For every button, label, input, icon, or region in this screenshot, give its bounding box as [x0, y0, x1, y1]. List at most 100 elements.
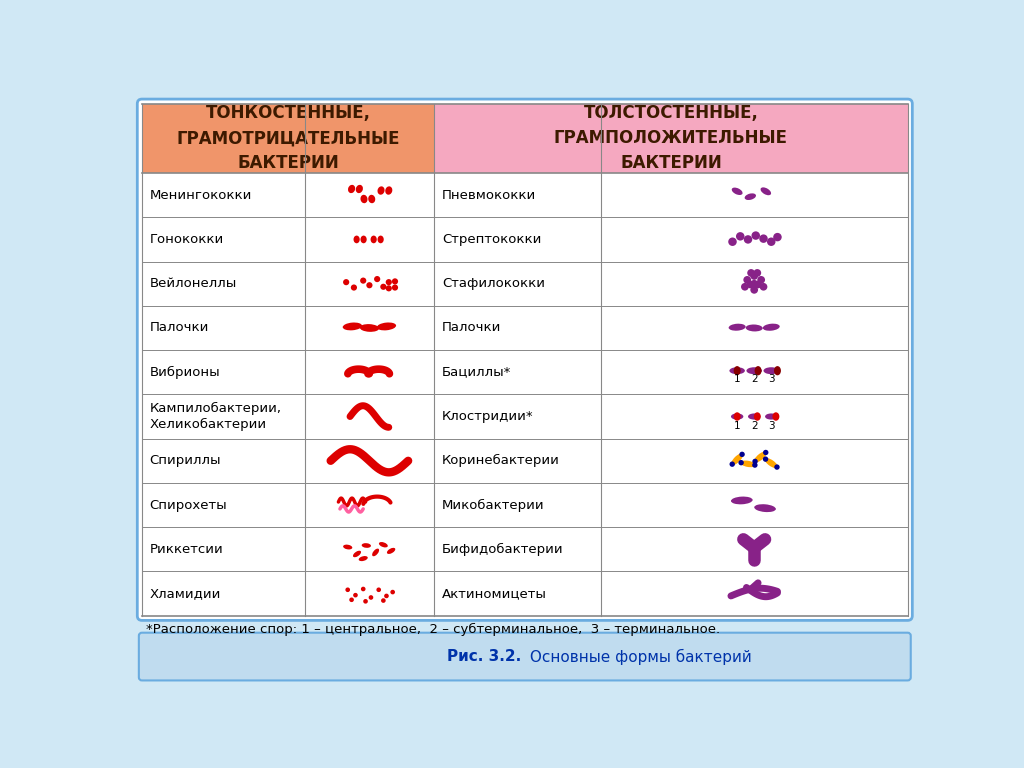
Ellipse shape: [378, 236, 384, 243]
Text: Стафилококки: Стафилококки: [442, 277, 545, 290]
Ellipse shape: [731, 453, 743, 465]
Ellipse shape: [371, 236, 377, 243]
Ellipse shape: [345, 588, 350, 592]
Ellipse shape: [746, 280, 755, 288]
Ellipse shape: [367, 282, 373, 288]
Ellipse shape: [758, 276, 765, 283]
Ellipse shape: [748, 269, 755, 276]
Ellipse shape: [774, 465, 779, 470]
Text: 2: 2: [751, 421, 758, 431]
Ellipse shape: [743, 235, 753, 243]
Ellipse shape: [729, 323, 745, 331]
Ellipse shape: [743, 276, 751, 283]
Ellipse shape: [729, 462, 735, 467]
Ellipse shape: [343, 279, 349, 285]
Ellipse shape: [739, 452, 744, 457]
Ellipse shape: [385, 187, 392, 195]
Ellipse shape: [360, 587, 366, 591]
Ellipse shape: [378, 187, 385, 195]
Ellipse shape: [386, 279, 392, 285]
Ellipse shape: [752, 231, 760, 240]
Ellipse shape: [761, 187, 771, 195]
Text: Стрептококки: Стрептококки: [442, 233, 542, 246]
Ellipse shape: [380, 283, 386, 290]
Ellipse shape: [760, 283, 767, 290]
Ellipse shape: [343, 545, 352, 549]
Ellipse shape: [377, 588, 381, 592]
Text: Хламидии: Хламидии: [150, 587, 221, 600]
Text: Вибрионы: Вибрионы: [150, 366, 220, 379]
Ellipse shape: [740, 461, 756, 467]
FancyBboxPatch shape: [139, 633, 910, 680]
Text: Бациллы*: Бациллы*: [442, 366, 511, 379]
Bar: [434, 104, 907, 173]
Ellipse shape: [751, 272, 758, 280]
Ellipse shape: [343, 323, 362, 330]
Ellipse shape: [384, 594, 389, 598]
Ellipse shape: [364, 599, 368, 604]
Ellipse shape: [361, 543, 371, 548]
Ellipse shape: [744, 194, 756, 200]
Ellipse shape: [751, 286, 758, 293]
Ellipse shape: [392, 284, 398, 290]
Ellipse shape: [764, 367, 779, 374]
Text: Рис. 3.2.: Рис. 3.2.: [446, 649, 521, 664]
Ellipse shape: [745, 325, 763, 332]
Ellipse shape: [754, 412, 761, 421]
Text: Риккетсии: Риккетсии: [150, 543, 223, 556]
Ellipse shape: [349, 598, 354, 602]
Ellipse shape: [751, 280, 758, 287]
Ellipse shape: [353, 236, 359, 243]
Ellipse shape: [733, 412, 740, 421]
Ellipse shape: [348, 185, 355, 193]
Text: Вейлонеллы: Вейлонеллы: [150, 277, 237, 290]
Text: *Расположение спор: 1 – центральное,  2 – субтерминальное,  3 – терминальное.: *Расположение спор: 1 – центральное, 2 –…: [145, 623, 720, 636]
Ellipse shape: [732, 187, 742, 195]
Text: 1: 1: [734, 421, 740, 431]
Text: Спирохеты: Спирохеты: [150, 498, 227, 511]
Ellipse shape: [358, 556, 368, 561]
Text: Микобактерии: Микобактерии: [442, 498, 545, 511]
Ellipse shape: [728, 237, 736, 246]
Ellipse shape: [377, 323, 396, 330]
Ellipse shape: [392, 278, 398, 284]
Ellipse shape: [741, 283, 749, 290]
Text: Актиномицеты: Актиномицеты: [442, 587, 547, 600]
Ellipse shape: [353, 593, 357, 598]
Text: Пневмококки: Пневмококки: [442, 189, 537, 202]
Ellipse shape: [773, 233, 781, 241]
Text: Кампилобактерии,
Хеликобактерии: Кампилобактерии, Хеликобактерии: [150, 402, 282, 431]
Ellipse shape: [763, 323, 779, 331]
Text: Палочки: Палочки: [442, 322, 502, 335]
Ellipse shape: [379, 542, 388, 548]
Ellipse shape: [736, 232, 744, 240]
Text: ТОНКОСТЕННЫЕ,
ГРАМОТРИЦАТЕЛЬНЫЕ
БАКТЕРИИ: ТОНКОСТЕННЫЕ, ГРАМОТРИЦАТЕЛЬНЫЕ БАКТЕРИИ: [176, 104, 399, 172]
Ellipse shape: [731, 413, 743, 419]
Text: Бифидобактерии: Бифидобактерии: [442, 543, 563, 556]
Ellipse shape: [369, 595, 374, 600]
Ellipse shape: [381, 598, 386, 603]
Ellipse shape: [774, 366, 781, 376]
Ellipse shape: [731, 497, 753, 505]
Text: ТОЛСТОСТЕННЫЕ,
ГРАМПОЛОЖИТЕЛЬНЫЕ
БАКТЕРИИ: ТОЛСТОСТЕННЫЕ, ГРАМПОЛОЖИТЕЛЬНЫЕ БАКТЕРИ…: [554, 104, 787, 172]
Ellipse shape: [353, 551, 361, 558]
FancyBboxPatch shape: [137, 99, 912, 621]
Ellipse shape: [754, 269, 761, 276]
Ellipse shape: [374, 276, 380, 282]
Ellipse shape: [754, 452, 767, 462]
Ellipse shape: [763, 450, 768, 455]
Ellipse shape: [387, 548, 395, 554]
Ellipse shape: [369, 195, 375, 204]
Ellipse shape: [360, 195, 368, 204]
Ellipse shape: [772, 412, 779, 421]
Text: Гонококки: Гонококки: [150, 233, 224, 246]
Ellipse shape: [765, 413, 777, 419]
Ellipse shape: [753, 458, 758, 464]
Ellipse shape: [386, 285, 392, 291]
Text: 3: 3: [768, 421, 774, 431]
Text: Клостридии*: Клостридии*: [442, 410, 534, 423]
Text: Менингококки: Менингококки: [150, 189, 252, 202]
Text: Палочки: Палочки: [150, 322, 209, 335]
Ellipse shape: [360, 236, 367, 243]
Ellipse shape: [351, 284, 357, 290]
